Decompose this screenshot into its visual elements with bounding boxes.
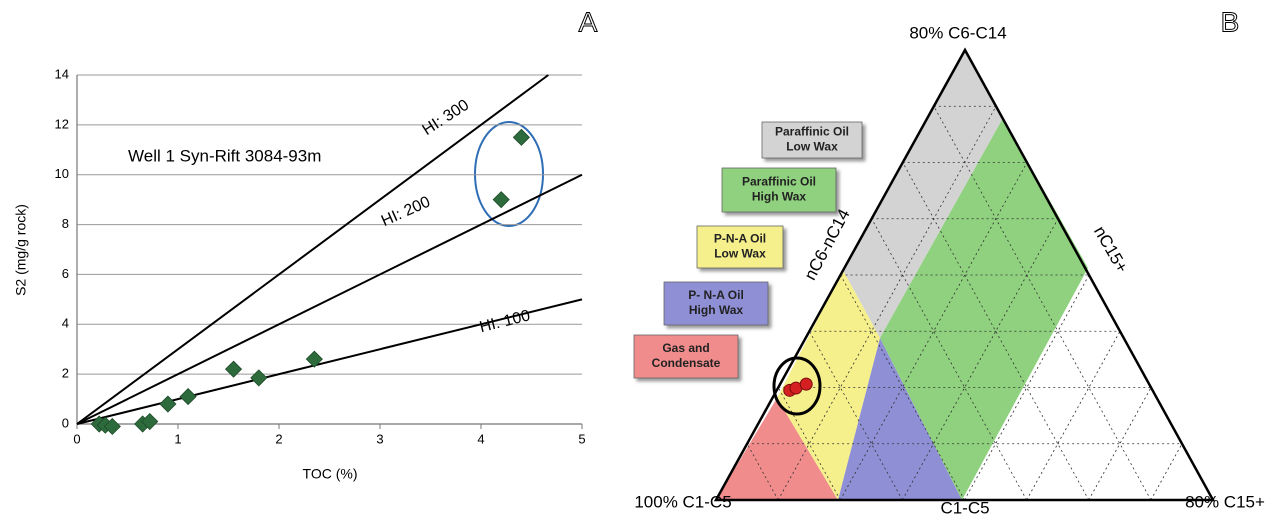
ternary-grid-line (902, 162, 1090, 501)
ternary-label: C1-C5 (940, 498, 989, 517)
legend-swatch (761, 121, 863, 159)
hi-label: HI: 100 (478, 307, 532, 336)
x-tick-label: 5 (578, 431, 585, 446)
annotation: Well 1 Syn-Rift 3084-93m (128, 146, 321, 165)
legend-swatch (721, 167, 837, 213)
ternary-grid-line (902, 218, 1059, 501)
ternary-grid (746, 105, 1183, 501)
legend-swatch (663, 281, 769, 326)
y-axis-label: S2 (mg/g rock) (13, 204, 29, 296)
legend-label: High Wax (689, 303, 744, 317)
legend-label: High Wax (752, 190, 807, 204)
ternary-grid-line (777, 387, 841, 501)
y-tick-label: 0 (62, 415, 69, 430)
legend-label: Low Wax (714, 247, 766, 261)
hi-label: HI: 300 (420, 97, 473, 139)
hi-line (76, 74, 549, 425)
ternary-label: 100% C1-C5 (634, 492, 731, 511)
data-point (224, 360, 243, 378)
legend-label: P- N-A Oil (688, 288, 744, 302)
ternary-grid-line (777, 106, 997, 501)
x-tick-label: 3 (376, 431, 383, 446)
x-axis-label: TOC (%) (303, 466, 358, 482)
ternary-grid-line (1150, 443, 1183, 501)
panel-label: B (1221, 6, 1240, 37)
region-gas (716, 398, 838, 500)
data-point (305, 350, 323, 368)
data-point (512, 128, 530, 146)
legend-label: Paraffinic Oil (742, 175, 816, 189)
ternary-label: nC15+ (1090, 223, 1132, 276)
ternary-frame (713, 47, 1216, 502)
data-point (141, 412, 159, 431)
data-point (799, 377, 813, 391)
y-tick-label: 6 (62, 266, 69, 281)
y-tick-label: 4 (62, 316, 69, 331)
region-pna-high (838, 338, 962, 500)
highlight-ellipse (474, 121, 544, 227)
region-paraffinic-low (843, 50, 1003, 338)
legend-label: Gas and (662, 341, 709, 355)
y-tick-label: 14 (55, 66, 69, 81)
data-point (103, 417, 121, 436)
ternary-regions (716, 50, 1088, 500)
highlight-circle (772, 356, 822, 416)
panel-label: A (579, 6, 598, 37)
x-tick-label: 2 (275, 431, 282, 446)
region-pna-low (777, 270, 880, 500)
y-tick-label: 8 (62, 216, 69, 231)
ternary-label: 80% C15+ (1185, 492, 1265, 511)
ternary-label: 80% C6-C14 (909, 23, 1006, 42)
data-point (492, 191, 510, 209)
ternary-grid-line (746, 443, 779, 501)
legend-label: P-N-A Oil (714, 232, 766, 246)
x-tick-label: 1 (174, 431, 181, 446)
legend-swatch (633, 334, 739, 379)
data-point (179, 388, 197, 406)
y-tick-label: 2 (62, 366, 69, 381)
ternary-grid-line (871, 218, 1027, 501)
data-point (159, 395, 177, 413)
legend-label: Condensate (652, 356, 721, 370)
ternary-grid-line (1026, 331, 1121, 501)
y-tick-label: 10 (55, 166, 69, 181)
data-point (250, 369, 268, 387)
legend-label: Low Wax (786, 140, 838, 154)
ternary-grid-line (1088, 387, 1152, 501)
legend-label: Paraffinic Oil (775, 125, 849, 139)
x-tick-label: 4 (477, 431, 484, 446)
hi-line (76, 173, 583, 425)
legend-swatch (696, 225, 784, 269)
region-paraffinic-high (880, 118, 1088, 500)
ternary-grid-line (809, 331, 903, 501)
x-tick-label: 0 (73, 431, 80, 446)
y-tick-label: 12 (55, 116, 69, 131)
